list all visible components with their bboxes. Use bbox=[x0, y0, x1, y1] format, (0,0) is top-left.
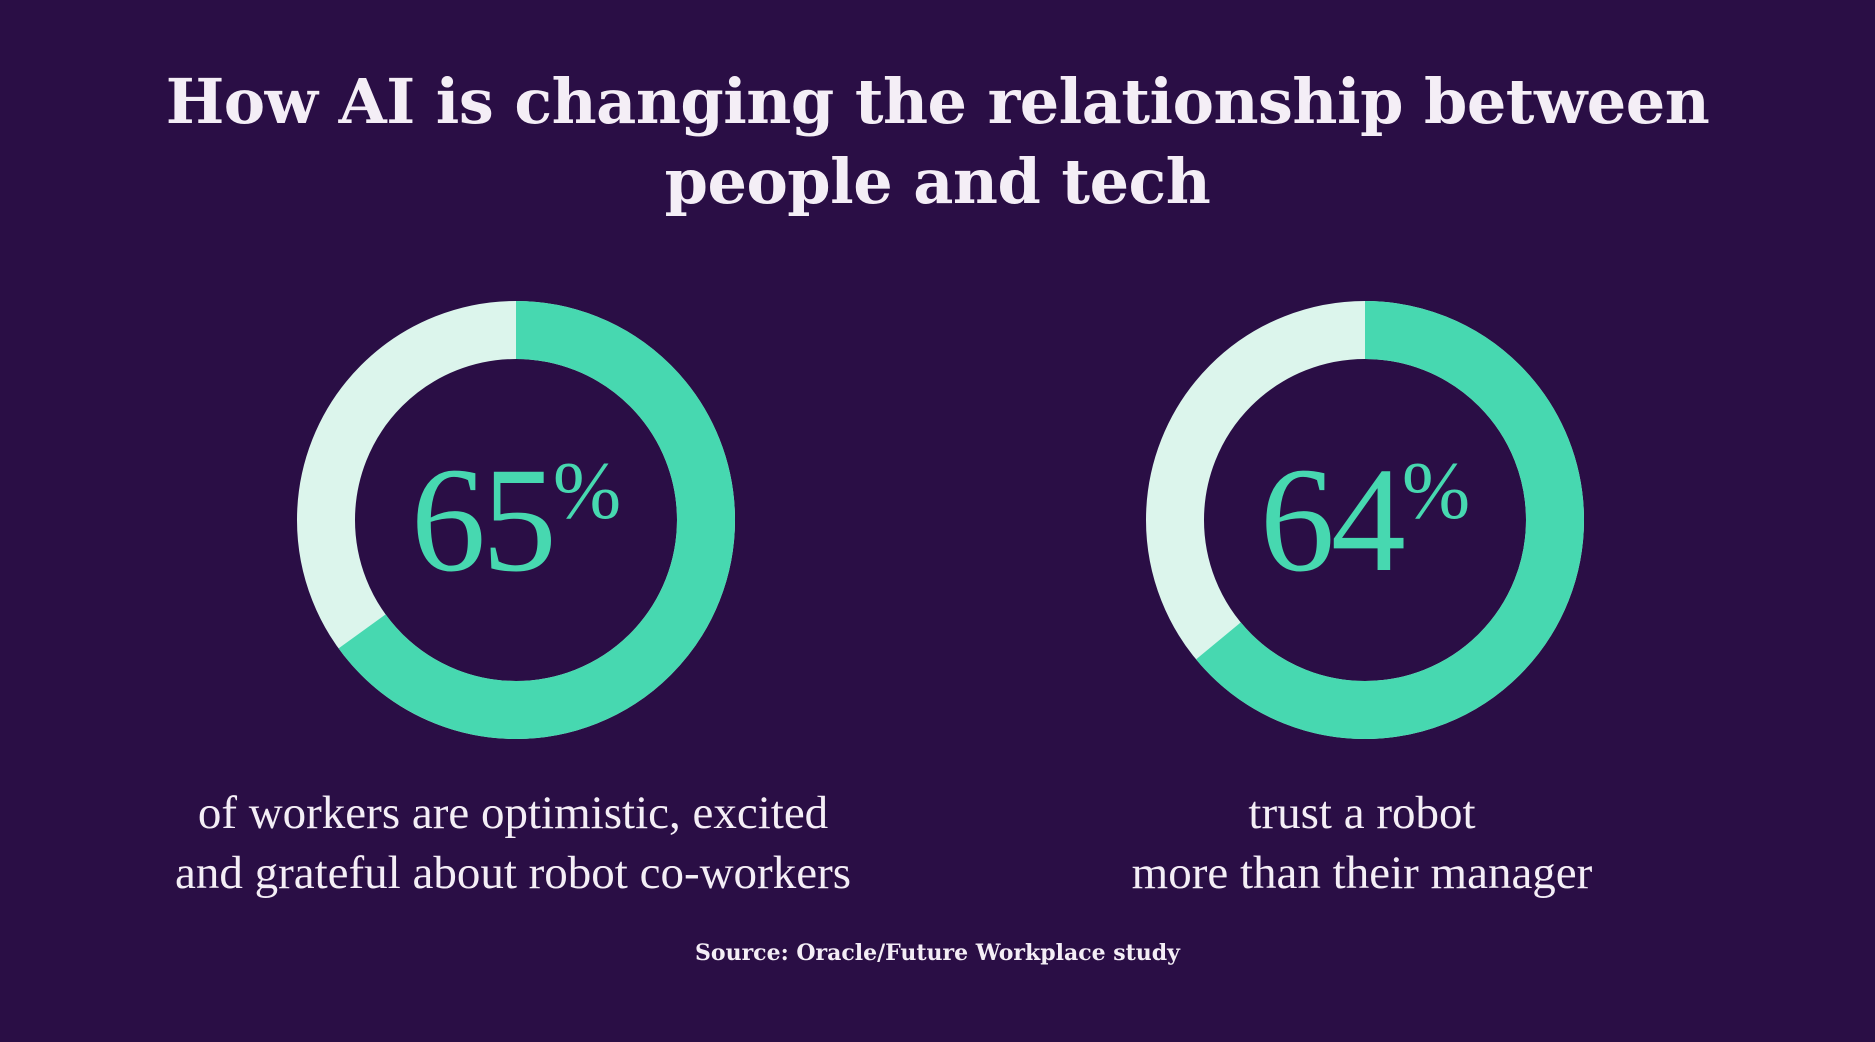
title-line-1: How AI is changing the relationship betw… bbox=[165, 65, 1710, 138]
caption-1-line-2: and grateful about robot co-workers bbox=[174, 847, 852, 899]
stat-caption-1: of workers are optimistic, excited and g… bbox=[103, 783, 923, 903]
stat-value-2-unit: % bbox=[1401, 445, 1471, 536]
chart-title: How AI is changing the relationship betw… bbox=[0, 62, 1875, 222]
donut-chart-2 bbox=[1145, 300, 1585, 740]
stat-value-1-number: 65 bbox=[410, 437, 557, 603]
donut-1-arc bbox=[297, 301, 735, 739]
stat-value-2-number: 64 bbox=[1259, 437, 1406, 603]
stat-value-2: 64 % bbox=[1145, 300, 1585, 740]
caption-2-line-2: more than their manager bbox=[1131, 847, 1593, 899]
stat-caption-2: trust a robot more than their manager bbox=[952, 783, 1772, 903]
donut-chart-1 bbox=[296, 300, 736, 740]
title-line-2: people and tech bbox=[664, 145, 1211, 218]
donut-2-arc bbox=[1146, 301, 1584, 739]
stat-value-1-unit: % bbox=[552, 445, 622, 536]
stat-value-1: 65 % bbox=[296, 300, 736, 740]
caption-1-line-1: of workers are optimistic, excited bbox=[197, 787, 829, 839]
source-note: Source: Oracle/Future Workplace study bbox=[695, 940, 1180, 966]
caption-2-line-1: trust a robot bbox=[1248, 787, 1476, 839]
